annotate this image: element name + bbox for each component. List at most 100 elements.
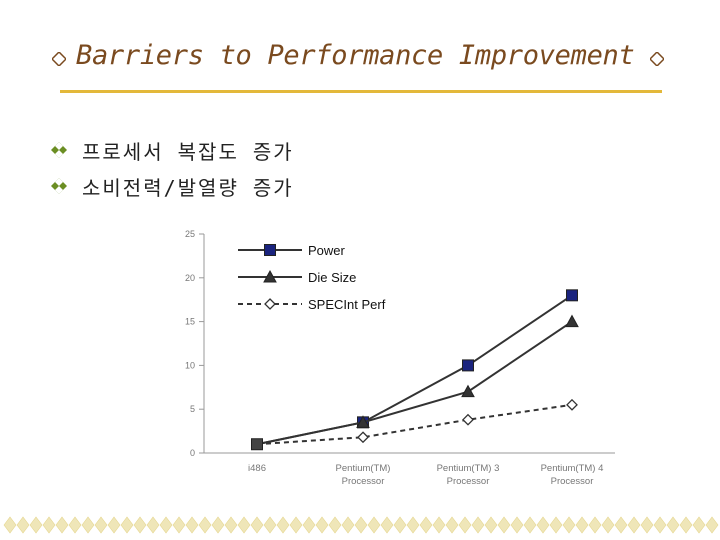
series-power-line — [256, 294, 573, 446]
x-tick-label: Pentium(TM) — [336, 463, 391, 474]
series-power-marker — [462, 359, 474, 372]
footer-diamond — [159, 516, 173, 534]
footer-diamond — [406, 516, 420, 534]
footer-diamond — [94, 516, 108, 534]
footer-diamond — [42, 516, 56, 534]
footer-diamond — [302, 516, 316, 534]
bullet-text: 프로세서 복잡도 증가 — [82, 139, 294, 164]
diamond-icon — [52, 52, 66, 66]
footer-diamond — [588, 516, 602, 534]
legend-label: Power — [308, 243, 346, 258]
footer-diamond — [380, 516, 394, 534]
footer-diamond — [3, 516, 17, 534]
footer-diamond — [692, 516, 706, 534]
footer-diamond — [393, 516, 407, 534]
footer-diamond — [666, 516, 680, 534]
legend-marker — [264, 244, 276, 256]
checkered-diamond-icon — [51, 178, 67, 194]
y-tick-label: 15 — [185, 317, 195, 327]
series-die-size-line — [256, 320, 573, 446]
footer-diamond — [354, 516, 368, 534]
footer-diamond — [549, 516, 563, 534]
footer-diamond — [315, 516, 329, 534]
footer-diamond — [146, 516, 160, 534]
y-tick-label: 25 — [185, 229, 195, 239]
x-tick-label: Pentium(TM) 4 — [541, 463, 604, 474]
footer-diamond — [107, 516, 121, 534]
bullet-item: 소비전력/발열량 증가 — [50, 168, 294, 204]
page-title: Barriers to Performance Improvement — [76, 40, 635, 71]
bullet-item: 프로세서 복잡도 증가 — [50, 132, 294, 168]
footer-diamond — [341, 516, 355, 534]
footer-diamond-band — [3, 516, 719, 534]
footer-diamond — [120, 516, 134, 534]
series-specint-perf-line — [256, 403, 573, 446]
footer-diamond — [445, 516, 459, 534]
footer-diamond — [263, 516, 277, 534]
footer-diamond — [536, 516, 550, 534]
y-tick-label: 0 — [190, 448, 195, 458]
footer-diamond — [198, 516, 212, 534]
footer-diamond — [211, 516, 225, 534]
series-start-marker — [251, 438, 263, 451]
footer-diamond — [419, 516, 433, 534]
legend-label: SPECInt Perf — [308, 297, 386, 312]
footer-diamond — [653, 516, 667, 534]
footer-diamond — [601, 516, 615, 534]
footer-diamond — [627, 516, 641, 534]
x-tick-label: Processor — [447, 476, 490, 487]
x-tick-label: Processor — [342, 476, 385, 487]
y-tick-label: 20 — [185, 273, 195, 283]
diamond-icon — [650, 52, 664, 66]
legend-label: Die Size — [308, 270, 356, 285]
line-chart: 0 5 10 15 20 25 i486 Pentium(TM) Processor Pentiu… — [185, 229, 615, 487]
footer-diamond — [614, 516, 628, 534]
footer-diamond — [432, 516, 446, 534]
footer-diamond — [458, 516, 472, 534]
x-tick-label: i486 — [248, 463, 266, 474]
series-specint-perf-marker — [462, 413, 474, 426]
footer-diamond — [523, 516, 537, 534]
footer-diamond — [367, 516, 381, 534]
footer-diamond — [328, 516, 342, 534]
footer-diamond — [185, 516, 199, 534]
footer-diamond — [575, 516, 589, 534]
footer-diamond — [55, 516, 69, 534]
footer-diamond — [250, 516, 264, 534]
footer-diamond — [510, 516, 524, 534]
footer-diamond — [705, 516, 719, 534]
footer-diamond — [29, 516, 43, 534]
bullet-text: 소비전력/발열량 증가 — [82, 175, 294, 200]
legend-marker — [263, 269, 277, 283]
slide-title-bar: Barriers to Performance Improvement — [52, 38, 672, 82]
footer-diamond — [497, 516, 511, 534]
footer-diamond — [68, 516, 82, 534]
footer-diamond — [81, 516, 95, 534]
series-specint-perf-marker — [566, 398, 578, 411]
series-die-size-marker — [565, 314, 579, 328]
checkered-diamond-icon — [51, 142, 67, 158]
y-tick-label: 5 — [190, 404, 195, 414]
footer-diamond — [172, 516, 186, 534]
legend-marker — [264, 298, 276, 310]
footer-diamond — [276, 516, 290, 534]
footer-diamond — [484, 516, 498, 534]
bullet-list: 프로세서 복잡도 증가 소비전력/발열량 증가 — [50, 132, 294, 204]
x-tick-label: Processor — [551, 476, 594, 487]
title-underline — [60, 90, 662, 93]
footer-diamond — [237, 516, 251, 534]
series-die-size-marker — [356, 415, 370, 428]
footer-diamond — [133, 516, 147, 534]
series-power-marker — [566, 289, 578, 302]
footer-diamond — [640, 516, 654, 534]
series-specint-perf-marker — [357, 431, 369, 444]
footer-diamond — [289, 516, 303, 534]
footer-diamond — [471, 516, 485, 534]
footer-diamond — [679, 516, 693, 534]
footer-diamond — [224, 516, 238, 534]
footer-diamond — [16, 516, 30, 534]
series-die-size-marker — [461, 384, 475, 398]
footer-diamond — [562, 516, 576, 534]
y-tick-label: 10 — [185, 360, 195, 370]
x-tick-label: Pentium(TM) 3 — [437, 463, 500, 474]
